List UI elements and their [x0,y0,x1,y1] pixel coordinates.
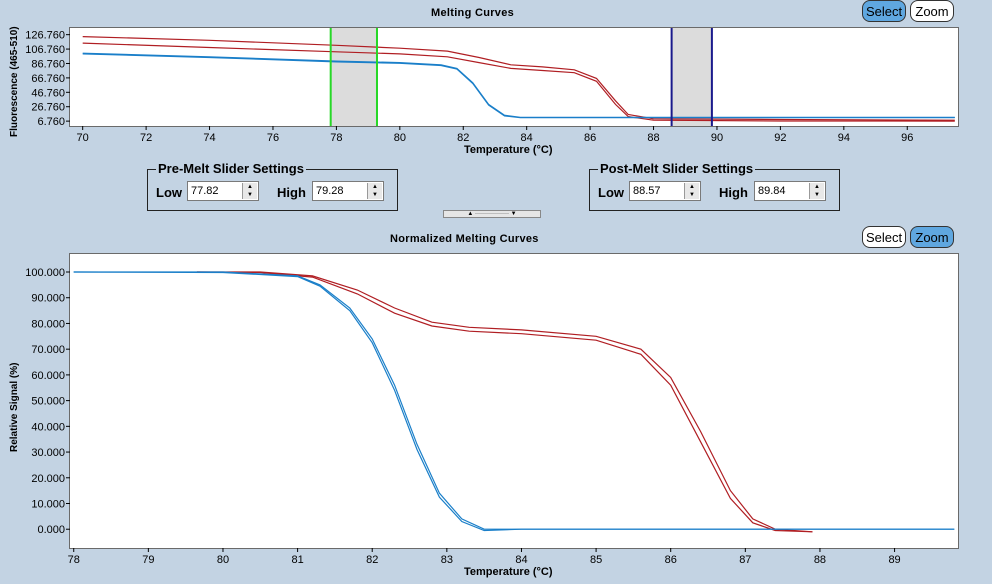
top-region-band-1 [671,28,712,126]
normalized-curves-title: Normalized Melting Curves [390,233,539,245]
top-y-tick-label: 6.760 [37,116,65,128]
bottom-y-tick-label: 80.000 [31,318,65,330]
bottom-x-tick-label: 86 [665,554,677,566]
normalized-curves-chart [73,271,955,533]
bottom-y-axis-label: Relative Signal (%) [9,362,20,452]
bottom-y-tick-label: 40.000 [31,421,65,433]
top-y-tick-label: 86.760 [31,58,65,70]
top-x-tick-label: 86 [584,132,596,144]
top-x-tick-label: 72 [140,132,152,144]
bottom-series-2 [73,271,955,530]
bottom-y-tick-label: 70.000 [31,344,65,356]
premelt-settings-group: Pre-Melt Slider Settings Low ▲▼ High ▲▼ [147,161,398,211]
premelt-high-spinner[interactable]: ▲▼ [312,181,384,201]
top-plot-area[interactable] [69,27,959,127]
spin-down-icon[interactable]: ▼ [368,191,382,199]
postmelt-low-input[interactable] [631,183,685,199]
bottom-y-tick-label: 100.000 [25,267,65,279]
top-x-axis-label: Temperature (°C) [464,144,553,156]
top-series-1 [82,42,955,122]
bottom-y-tick-label: 30.000 [31,447,65,459]
bottom-select-button[interactable]: Select [862,226,906,248]
premelt-high-input[interactable] [314,183,368,199]
top-series-2 [82,52,955,118]
bottom-x-tick-label: 82 [366,554,378,566]
top-x-tick-label: 74 [203,132,215,144]
premelt-settings-legend: Pre-Melt Slider Settings [156,161,306,176]
bottom-x-tick-label: 81 [291,554,303,566]
top-x-tick-label: 70 [77,132,89,144]
bottom-y-tick-label: 90.000 [31,293,65,305]
premelt-low-label: Low [156,185,182,200]
postmelt-high-label: High [719,185,748,200]
top-y-tick-label: 46.760 [31,87,65,99]
spin-down-icon[interactable]: ▼ [243,191,257,199]
spin-down-icon[interactable]: ▼ [810,191,824,199]
bottom-y-tick-label: 20.000 [31,473,65,485]
bottom-x-tick-label: 85 [590,554,602,566]
bottom-plot-area[interactable] [69,253,959,549]
postmelt-settings-group: Post-Melt Slider Settings Low ▲▼ High ▲▼ [589,161,840,211]
top-x-tick-label: 88 [647,132,659,144]
top-x-tick-label: 76 [267,132,279,144]
panel-splitter-handle[interactable]: ▲ ················· ▼ [443,210,541,218]
bottom-x-tick-label: 87 [739,554,751,566]
premelt-low-input[interactable] [189,183,243,199]
top-x-tick-label: 90 [711,132,723,144]
top-series-0 [82,36,955,121]
top-region-band-0 [330,28,377,126]
postmelt-high-spinner[interactable]: ▲▼ [754,181,826,201]
top-x-tick-label: 82 [457,132,469,144]
top-x-tick-label: 92 [774,132,786,144]
top-y-tick-label: 26.760 [31,102,65,114]
bottom-y-tick-label: 10.000 [31,499,65,511]
melting-curves-title: Melting Curves [431,7,515,19]
melting-curves-chart [82,28,955,126]
bottom-y-tick-label: 60.000 [31,370,65,382]
top-series-3 [82,53,955,119]
top-zoom-button[interactable]: Zoom [910,0,954,22]
bottom-zoom-button[interactable]: Zoom [910,226,954,248]
postmelt-high-input[interactable] [756,183,810,199]
bottom-x-tick-label: 80 [217,554,229,566]
bottom-series-0 [196,271,813,533]
bottom-x-tick-label: 79 [142,554,154,566]
bottom-x-tick-label: 78 [68,554,80,566]
bottom-series-1 [196,271,813,533]
bottom-x-tick-label: 88 [814,554,826,566]
postmelt-low-spinner[interactable]: ▲▼ [629,181,701,201]
bottom-x-tick-label: 84 [515,554,527,566]
premelt-low-spinner[interactable]: ▲▼ [187,181,259,201]
top-y-tick-label: 66.760 [31,73,65,85]
top-y-axis-label: Fluorescence (465-510) [9,26,20,137]
premelt-high-label: High [277,185,306,200]
top-x-tick-label: 96 [901,132,913,144]
postmelt-settings-legend: Post-Melt Slider Settings [598,161,756,176]
postmelt-low-label: Low [598,185,624,200]
bottom-y-tick-label: 50.000 [31,396,65,408]
bottom-x-tick-label: 89 [888,554,900,566]
bottom-x-tick-label: 83 [441,554,453,566]
bottom-y-tick-label: 0.000 [37,524,65,536]
bottom-series-3 [73,271,955,532]
top-select-button[interactable]: Select [862,0,906,22]
top-y-tick-label: 106.760 [25,44,65,56]
top-y-tick-label: 126.760 [25,30,65,42]
top-x-tick-label: 78 [330,132,342,144]
spin-down-icon[interactable]: ▼ [685,191,699,199]
bottom-x-axis-label: Temperature (°C) [464,566,553,578]
top-x-tick-label: 80 [394,132,406,144]
top-x-tick-label: 84 [521,132,533,144]
top-x-tick-label: 94 [838,132,850,144]
